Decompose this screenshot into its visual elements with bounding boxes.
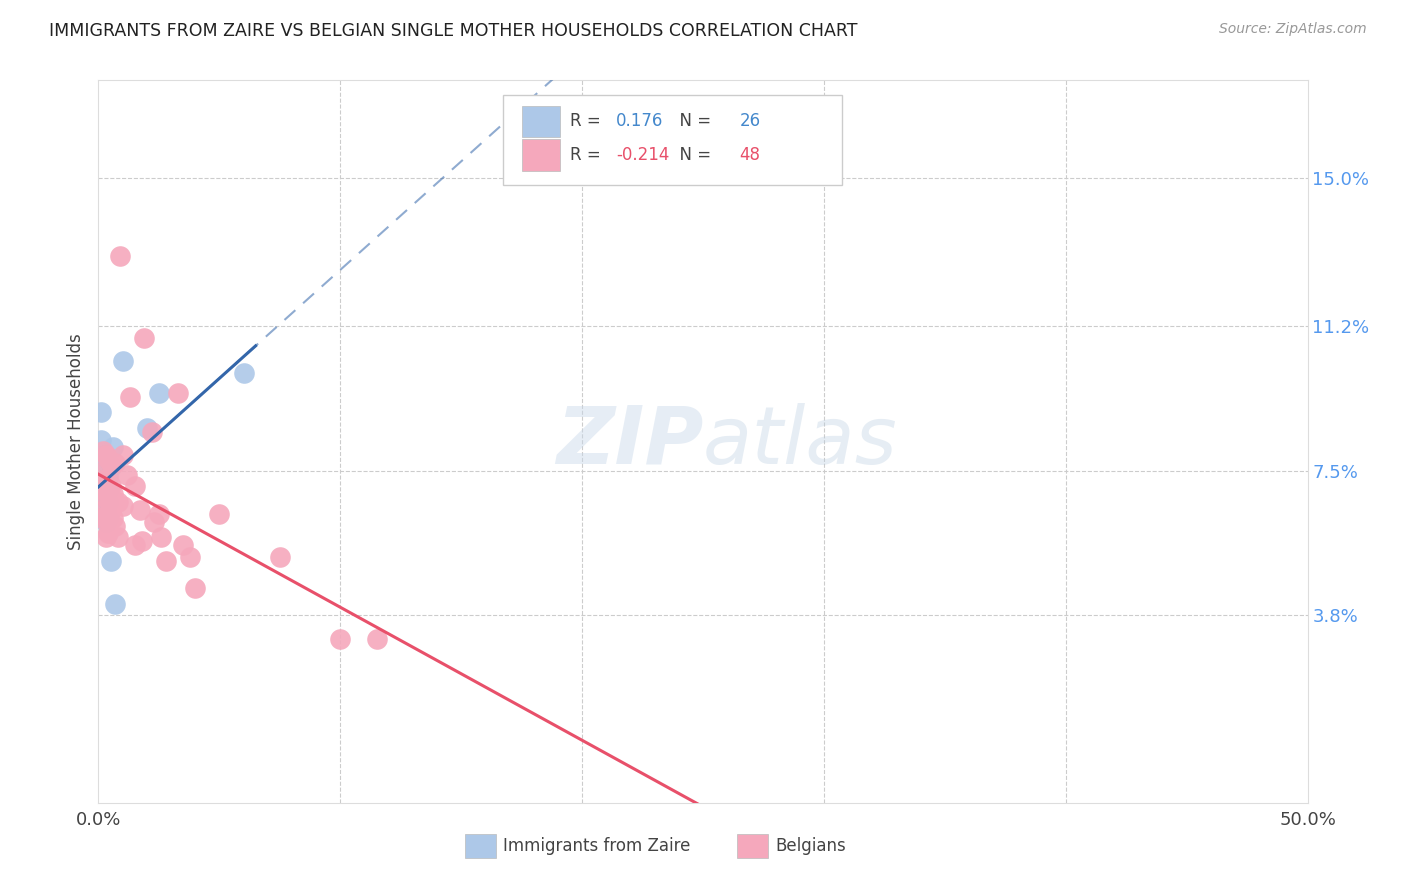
Point xyxy=(91,472,114,486)
Point xyxy=(97,456,120,470)
Point xyxy=(269,549,291,564)
Point xyxy=(111,448,134,462)
Point xyxy=(111,354,134,368)
Point xyxy=(101,441,124,455)
Point xyxy=(94,515,117,529)
Point xyxy=(111,499,134,513)
Text: 26: 26 xyxy=(740,112,761,130)
Point xyxy=(97,483,120,498)
Point xyxy=(100,459,122,474)
Point xyxy=(208,507,231,521)
Text: atlas: atlas xyxy=(703,402,898,481)
Point xyxy=(148,507,170,521)
Text: Belgians: Belgians xyxy=(776,838,846,855)
Point xyxy=(91,483,114,498)
Point xyxy=(94,530,117,544)
Point xyxy=(94,491,117,505)
Point xyxy=(91,459,114,474)
Point xyxy=(232,366,254,380)
Point xyxy=(94,452,117,467)
Text: -0.214: -0.214 xyxy=(616,145,669,164)
Point xyxy=(150,530,173,544)
Point xyxy=(100,479,122,493)
Point xyxy=(91,448,114,462)
Point xyxy=(329,632,352,646)
Text: IMMIGRANTS FROM ZAIRE VS BELGIAN SINGLE MOTHER HOUSEHOLDS CORRELATION CHART: IMMIGRANTS FROM ZAIRE VS BELGIAN SINGLE … xyxy=(49,22,858,40)
Point xyxy=(100,456,122,470)
Text: R =: R = xyxy=(569,145,606,164)
Point xyxy=(94,510,117,524)
Point xyxy=(90,475,112,490)
Point xyxy=(148,385,170,400)
Point xyxy=(97,495,120,509)
Point xyxy=(100,503,122,517)
FancyBboxPatch shape xyxy=(465,834,496,858)
Text: ZIP: ZIP xyxy=(555,402,703,481)
Point xyxy=(101,510,124,524)
Y-axis label: Single Mother Households: Single Mother Households xyxy=(67,334,86,549)
Point xyxy=(101,487,124,501)
Text: Immigrants from Zaire: Immigrants from Zaire xyxy=(503,838,690,855)
Point xyxy=(94,479,117,493)
FancyBboxPatch shape xyxy=(522,139,561,170)
Point xyxy=(107,495,129,509)
Text: Source: ZipAtlas.com: Source: ZipAtlas.com xyxy=(1219,22,1367,37)
Point xyxy=(97,452,120,467)
Point xyxy=(131,534,153,549)
Point xyxy=(124,479,146,493)
Text: N =: N = xyxy=(669,145,717,164)
Text: 0.176: 0.176 xyxy=(616,112,664,130)
Point xyxy=(97,510,120,524)
Point xyxy=(94,472,117,486)
Point xyxy=(91,483,114,498)
Point xyxy=(104,518,127,533)
Point xyxy=(97,467,120,482)
Point xyxy=(90,405,112,419)
Point xyxy=(143,515,166,529)
Point xyxy=(172,538,194,552)
Point xyxy=(91,503,114,517)
Point xyxy=(124,538,146,552)
Point xyxy=(117,467,139,482)
Point xyxy=(90,433,112,447)
Point xyxy=(104,456,127,470)
Point xyxy=(108,249,131,263)
Point xyxy=(104,597,127,611)
Point xyxy=(94,472,117,486)
Point xyxy=(141,425,163,439)
FancyBboxPatch shape xyxy=(737,834,768,858)
Point xyxy=(94,464,117,478)
Point xyxy=(94,491,117,505)
FancyBboxPatch shape xyxy=(503,95,842,185)
Point xyxy=(155,554,177,568)
Point xyxy=(94,448,117,462)
Point xyxy=(91,464,114,478)
Point xyxy=(90,510,112,524)
Point xyxy=(97,472,120,486)
Text: 48: 48 xyxy=(740,145,761,164)
Point xyxy=(366,632,388,646)
Text: N =: N = xyxy=(669,112,717,130)
Point xyxy=(167,385,190,400)
Point xyxy=(97,507,120,521)
Point xyxy=(97,487,120,501)
Point xyxy=(134,331,156,345)
Point xyxy=(128,503,150,517)
Point xyxy=(184,581,207,595)
Point xyxy=(91,444,114,458)
Point xyxy=(135,421,157,435)
Point xyxy=(107,530,129,544)
Point xyxy=(97,526,120,541)
Point xyxy=(179,549,201,564)
FancyBboxPatch shape xyxy=(522,105,561,137)
Point xyxy=(118,390,141,404)
Point xyxy=(100,554,122,568)
Point xyxy=(94,503,117,517)
Text: R =: R = xyxy=(569,112,606,130)
